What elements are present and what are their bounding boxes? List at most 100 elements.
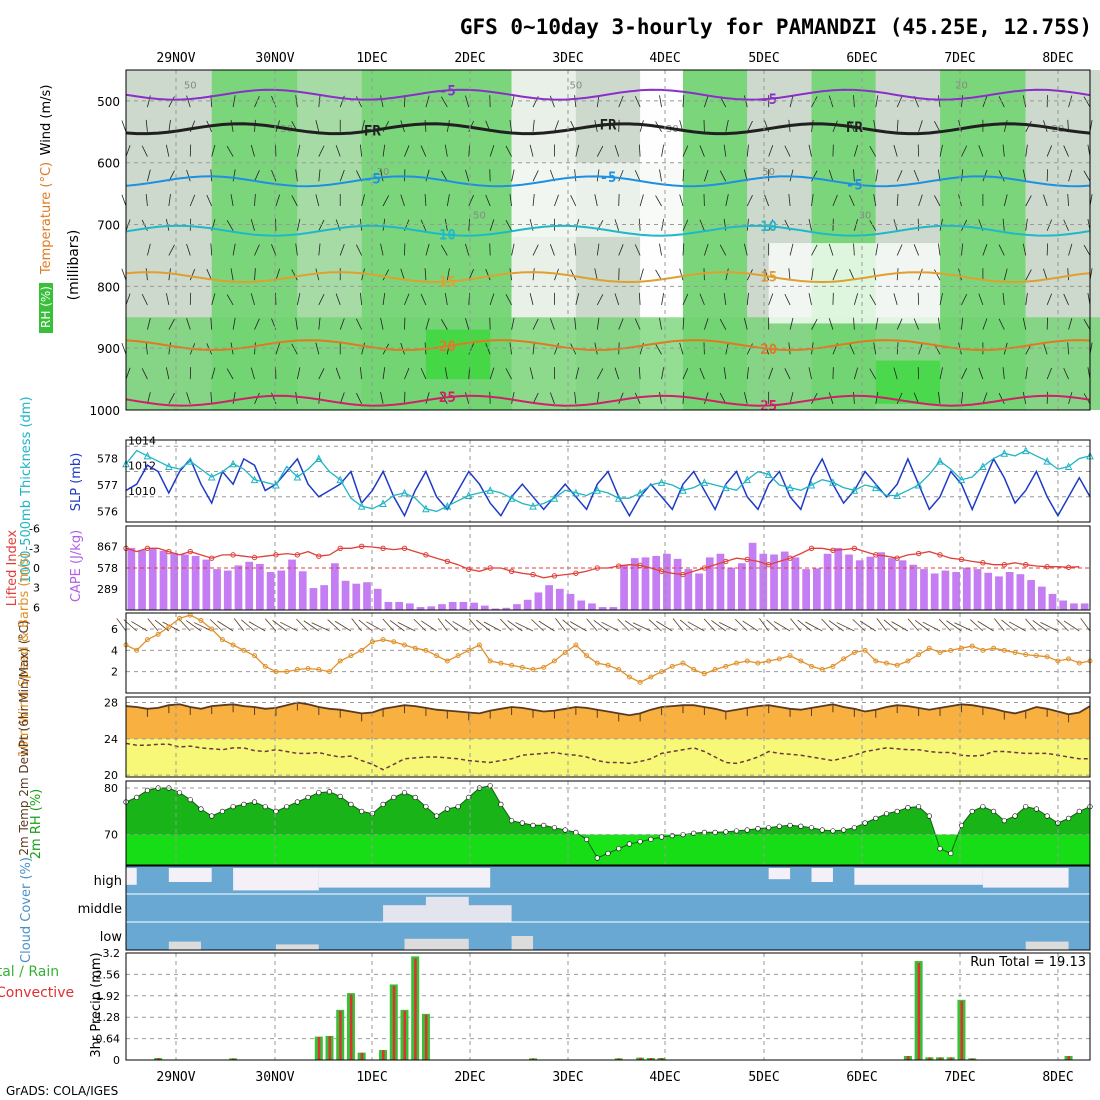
- wind-barb: [440, 96, 448, 108]
- wind-barb: [982, 244, 988, 256]
- cape-bar: [405, 603, 414, 610]
- precip-convective-bar: [617, 1058, 621, 1060]
- wind-barb: [893, 144, 898, 157]
- li-point: [466, 566, 472, 573]
- date-label-top: 8DEC: [1042, 51, 1073, 66]
- wind-barb: [254, 318, 260, 330]
- cape-bar: [448, 601, 457, 610]
- wind-barb: [638, 292, 641, 305]
- wind-barb: [318, 169, 321, 182]
- surface-barb: [264, 618, 277, 632]
- rh2m-point: [434, 813, 440, 819]
- slp-tick: 1014: [128, 434, 156, 447]
- rh2m-point: [337, 793, 343, 800]
- wind-speed-point: [423, 647, 429, 653]
- wind-speed-point: [316, 667, 322, 673]
- precip-convective-bar: [949, 1057, 953, 1060]
- wind-barb: [828, 243, 834, 256]
- wind-barb: [574, 169, 577, 182]
- surface-barb: [296, 618, 309, 632]
- rh2m-point: [573, 829, 579, 835]
- surface-barb: [742, 620, 759, 632]
- wind-barb: [873, 194, 877, 207]
- surface-wind-barbs: [116, 618, 1091, 632]
- cape-bar: [523, 599, 532, 610]
- rh2m-point: [1033, 806, 1040, 812]
- grid-lines: [175, 613, 1059, 693]
- wind-speed-point: [830, 663, 836, 669]
- wind-barb: [811, 170, 818, 182]
- wind-barb: [339, 169, 345, 182]
- thickness-tick: 578: [97, 453, 118, 466]
- thickness-point: [1000, 449, 1009, 457]
- wind-barb: [446, 268, 450, 281]
- thickness-tick: 577: [97, 479, 118, 492]
- rh-patch: [511, 162, 683, 237]
- pressure-tick: 500: [97, 95, 120, 109]
- wind-speed-point: [219, 637, 225, 643]
- cape-bar: [534, 592, 543, 610]
- cape-bar: [930, 573, 939, 610]
- li-point: [273, 552, 279, 558]
- cape-bar: [513, 604, 521, 610]
- wind-barb: [226, 368, 234, 380]
- wind-barb: [808, 293, 812, 305]
- wind-speed-point: [948, 647, 954, 653]
- wind-barb: [147, 169, 151, 182]
- wind-barb: [682, 95, 685, 108]
- surface-barb: [116, 618, 127, 632]
- wind-barb: [168, 244, 175, 256]
- thickness-point: [507, 494, 516, 502]
- wind-barb: [250, 293, 255, 306]
- surface-barb: [241, 619, 255, 632]
- rh2m-point: [219, 808, 225, 814]
- li-point: [958, 556, 965, 563]
- rh2m-point: [241, 801, 247, 807]
- wind-barb: [549, 392, 555, 404]
- precip-tick: 0: [113, 1054, 120, 1067]
- wind-barb: [596, 317, 600, 330]
- rh2m-point: [187, 797, 193, 803]
- wind-speed-point: [434, 653, 440, 659]
- precip-convective-bar: [424, 1014, 428, 1060]
- thickness-line: [125, 449, 1091, 513]
- li-point: [1044, 563, 1050, 570]
- wind-speed-point: [1023, 652, 1029, 658]
- wind-barb: [380, 391, 384, 404]
- rh2m-point: [701, 829, 708, 835]
- wind-speed-point: [498, 660, 504, 666]
- wind-barb: [939, 293, 943, 305]
- dewpoint-band: [126, 738, 1090, 777]
- precip-convective-bar: [532, 1058, 535, 1060]
- wind-barb: [291, 269, 298, 281]
- wind-barb: [939, 144, 943, 157]
- wind-speed-point: [819, 667, 825, 673]
- wind-barb: [186, 318, 191, 330]
- wind-speed-point: [466, 647, 472, 653]
- precip-convective-bar: [339, 1010, 342, 1060]
- temperature-label: Temperature (°C): [39, 162, 54, 275]
- rh2m-point: [144, 787, 151, 793]
- rh2m-point: [209, 813, 215, 819]
- wind-barb: [937, 317, 941, 330]
- wind-barb: [468, 194, 475, 207]
- surface-barb: [734, 618, 748, 632]
- wind-speed-line: [125, 614, 1091, 684]
- cloud-gaps: [126, 868, 1069, 950]
- wind-speed-point: [487, 658, 493, 664]
- wind-barb: [250, 367, 255, 380]
- wind-barb: [404, 145, 410, 157]
- wind-barb: [594, 268, 598, 281]
- surface-barb: [1008, 621, 1026, 632]
- surface-barb: [891, 621, 909, 632]
- wind-barb: [186, 392, 191, 404]
- surface-barb: [444, 619, 459, 632]
- rh2m-tick: 80: [104, 782, 118, 795]
- wind-barb: [768, 219, 774, 231]
- wind-speed-point: [584, 653, 590, 659]
- wind-barb: [982, 392, 988, 404]
- wind-barb: [869, 294, 877, 306]
- wind-barb: [982, 318, 988, 330]
- wind-barb: [361, 342, 365, 355]
- wind-barb: [849, 194, 855, 207]
